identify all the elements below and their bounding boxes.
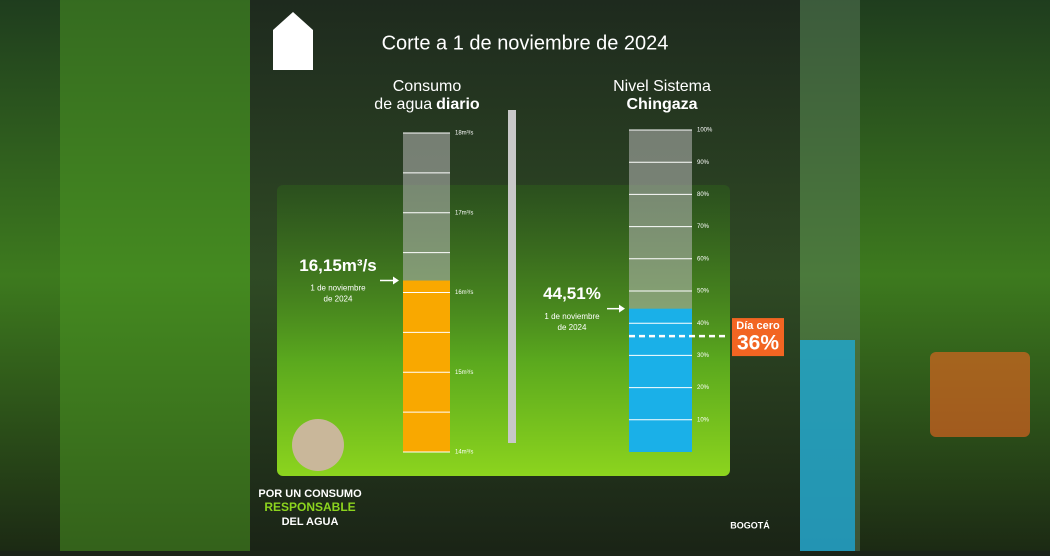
slogan: DEL AGUA (282, 516, 339, 528)
date-label: de 2024 (558, 323, 587, 332)
value-label: 16,15m³/s (299, 256, 377, 275)
y-tick-label: 17m³/s (455, 210, 473, 216)
date-label: 1 de noviembre (310, 284, 366, 293)
inner-box (277, 185, 730, 476)
y-tick-label: 10% (697, 417, 710, 423)
gauge-fill (403, 280, 450, 452)
y-tick-label: 20% (697, 385, 710, 391)
arrow-head (619, 304, 625, 313)
chart-subtitle: de agua diario (374, 96, 480, 113)
y-tick-label: 90% (697, 160, 710, 166)
y-tick-label: 70% (697, 224, 710, 230)
y-tick-label: 100% (697, 128, 713, 134)
subtitle-bold: diario (436, 96, 480, 113)
threshold-box (732, 318, 784, 357)
slogan: RESPONSABLE (264, 500, 355, 514)
chart-title: Consumo (393, 78, 462, 95)
blur-blue (800, 340, 855, 551)
y-tick-label: 30% (697, 353, 710, 359)
title: Corte a 1 de noviembre de 2024 (382, 32, 669, 54)
date-label: de 2024 (324, 295, 353, 304)
divider (508, 110, 516, 443)
threshold-label: Día cero (736, 320, 780, 332)
chart-subtitle: Chingaza (626, 96, 697, 113)
blur-orange (930, 352, 1030, 437)
y-tick-label: 50% (697, 289, 710, 295)
gauge-fill (629, 308, 692, 452)
slogan: POR UN CONSUMO (258, 488, 362, 500)
date-label: 1 de noviembre (544, 312, 600, 321)
y-tick-label: 40% (697, 321, 710, 327)
y-tick-label: 18m³/s (455, 131, 473, 137)
y-tick-label: 15m³/s (455, 370, 473, 376)
y-tick-label: 60% (697, 256, 710, 262)
threshold-value: 36% (737, 332, 779, 355)
chart-title: Nivel Sistema (613, 78, 711, 95)
y-tick-label: 14m³/s (455, 450, 473, 456)
arrow-head (393, 276, 399, 285)
blur-left (60, 0, 250, 551)
y-tick-label: 16m³/s (455, 290, 473, 296)
value-label: 44,51% (543, 284, 601, 303)
subtitle: de agua (374, 96, 432, 113)
house-logo (273, 12, 313, 70)
fox-icon (292, 419, 344, 471)
logo: BOGOTÁ (730, 520, 770, 530)
y-tick-label: 80% (697, 192, 710, 198)
